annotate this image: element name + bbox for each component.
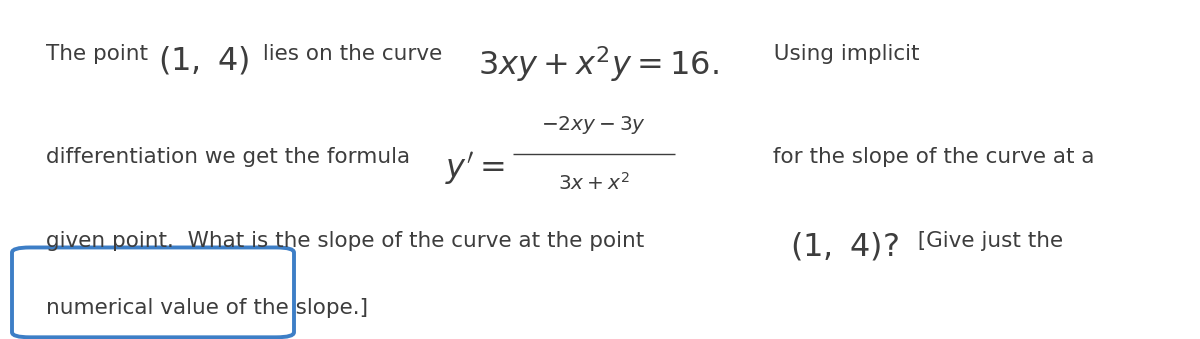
- FancyBboxPatch shape: [12, 247, 294, 337]
- Text: $-2xy-3y$: $-2xy-3y$: [541, 115, 647, 136]
- Text: $(1,\ 4)$: $(1,\ 4)$: [158, 44, 250, 76]
- Text: differentiation we get the formula: differentiation we get the formula: [46, 147, 409, 167]
- Text: $3xy + x^2y = 16.$: $3xy + x^2y = 16.$: [478, 44, 719, 84]
- Text: $y' = $: $y' = $: [445, 151, 505, 187]
- Text: numerical value of the slope.]: numerical value of the slope.]: [46, 298, 367, 318]
- Text: Using implicit: Using implicit: [760, 44, 919, 64]
- Text: given point.  What is the slope of the curve at the point: given point. What is the slope of the cu…: [46, 231, 650, 251]
- Text: The point: The point: [46, 44, 155, 64]
- Text: $(1,\ 4)?$: $(1,\ 4)?$: [790, 231, 899, 262]
- Text: lies on the curve: lies on the curve: [256, 44, 449, 64]
- Text: [Give just the: [Give just the: [904, 231, 1063, 251]
- Text: for the slope of the curve at a: for the slope of the curve at a: [766, 147, 1094, 167]
- Text: $3x+x^2$: $3x+x^2$: [558, 172, 630, 194]
